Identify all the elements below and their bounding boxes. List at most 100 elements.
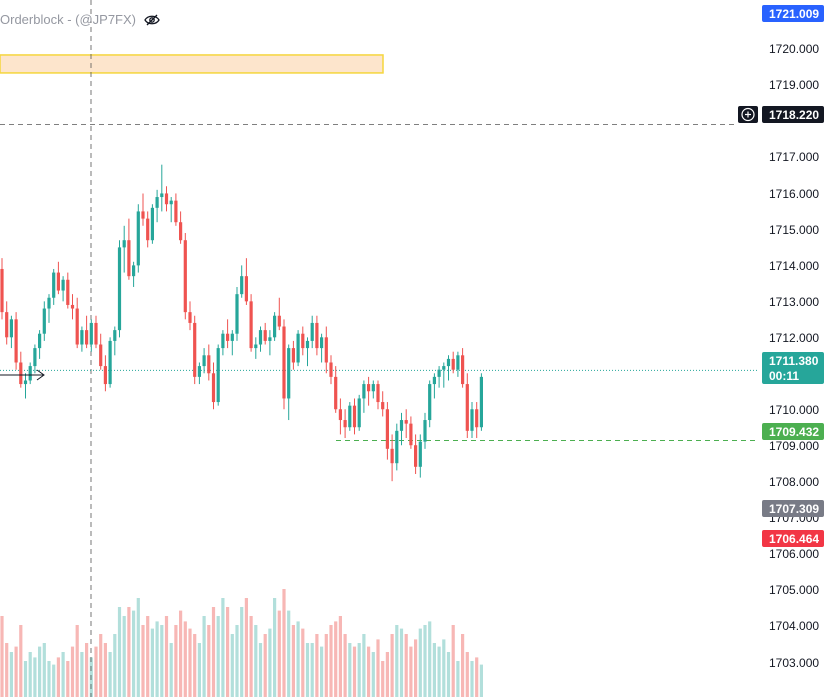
volume-bar: [244, 598, 248, 697]
candle: [193, 315, 197, 385]
volume-bar: [56, 657, 60, 697]
green-level-badge: 1709.432: [762, 423, 824, 440]
volume-bar: [296, 621, 300, 697]
volume-bar: [207, 625, 211, 697]
volume-bar: [418, 628, 422, 697]
candle: [470, 402, 474, 439]
candle-body: [127, 240, 131, 277]
volume-bar: [367, 646, 371, 697]
candle-body: [348, 405, 352, 428]
candle: [249, 294, 253, 352]
volume-bar: [465, 652, 469, 697]
candle: [451, 351, 455, 374]
candle-body: [132, 265, 136, 277]
candle-body: [85, 330, 89, 345]
candle: [80, 326, 84, 352]
volume-bar: [70, 646, 75, 697]
candle: [28, 362, 32, 385]
candle: [9, 315, 13, 349]
candle-body: [479, 376, 483, 428]
candle: [230, 330, 234, 356]
candle: [226, 319, 230, 349]
price-label: 1719.000: [769, 78, 819, 92]
candle: [150, 204, 154, 244]
volume-bar: [226, 607, 230, 697]
candle-body: [376, 384, 380, 403]
price-label: 1715.000: [769, 223, 819, 237]
candle-body: [338, 409, 342, 421]
svg-text:1706.464: 1706.464: [769, 532, 819, 546]
candle-body: [221, 333, 225, 349]
candle: [33, 344, 37, 374]
candle: [5, 301, 9, 345]
volume-bar: [235, 625, 239, 697]
volume-bar: [211, 607, 216, 697]
candle-body: [334, 376, 338, 410]
candle: [442, 362, 446, 388]
candle: [446, 355, 451, 381]
candle: [390, 434, 394, 482]
candle-body: [146, 218, 150, 241]
candle-body: [437, 369, 441, 377]
candle-body: [329, 362, 333, 377]
candle: [19, 351, 23, 388]
volume-bar: [136, 598, 140, 697]
candle: [42, 301, 46, 341]
candle-body: [89, 322, 93, 345]
volume-bar: [451, 625, 455, 697]
volume-bar: [14, 646, 18, 697]
eye-slash-icon[interactable]: [144, 14, 160, 26]
candle: [343, 409, 347, 439]
indicator-legend[interactable]: Orderblock - (@JP7FX): [0, 12, 160, 27]
candle: [183, 233, 187, 320]
candle-body: [432, 376, 436, 385]
price-label: 1720.000: [769, 42, 819, 56]
volume-bar: [432, 643, 436, 697]
candle-body: [446, 358, 451, 367]
candle: [305, 337, 310, 367]
volume-bar: [301, 628, 305, 697]
volume-bar: [291, 625, 295, 697]
svg-text:1711.380: 1711.380: [769, 354, 819, 368]
volume-bar: [479, 664, 483, 697]
volume-bar: [268, 628, 272, 697]
candle-body: [61, 279, 65, 291]
candle-body: [5, 312, 9, 338]
candle-body: [352, 405, 357, 428]
candle-body: [282, 326, 286, 399]
candle-body: [367, 384, 371, 392]
volume-bar: [19, 625, 23, 697]
candle-body: [160, 193, 164, 198]
candle-body: [47, 297, 51, 309]
candle-body: [193, 322, 197, 377]
price-scale[interactable]: 1720.000 1719.000 1717.000 1716.000 1715…: [769, 42, 819, 670]
volume-bar: [33, 657, 37, 697]
candle: [211, 362, 216, 410]
price-label: 1712.000: [769, 331, 819, 345]
volume-bar: [141, 625, 145, 697]
volume-bar: [376, 639, 380, 697]
volume-bar: [61, 652, 65, 697]
candle-body: [164, 193, 169, 205]
candle-body: [399, 420, 404, 431]
candle: [174, 193, 178, 226]
volume-bar: [381, 661, 385, 697]
candle: [352, 398, 357, 435]
volume-bar: [249, 616, 253, 697]
volume-bar: [287, 610, 291, 697]
add-alert-button[interactable]: [738, 106, 758, 123]
candle-body: [141, 211, 145, 219]
drawing-arrow[interactable]: [0, 369, 45, 381]
candle: [479, 373, 483, 431]
indicator-title: Orderblock - (@JP7FX): [0, 12, 136, 27]
candle-body: [324, 337, 328, 363]
candle: [127, 218, 131, 280]
candle-body: [240, 276, 244, 295]
candle-body: [0, 268, 4, 313]
volume-bar: [329, 625, 333, 697]
candle-body: [371, 384, 375, 392]
candle-body: [23, 380, 28, 385]
candle-body: [456, 355, 460, 370]
price-label: 1708.000: [769, 475, 819, 489]
